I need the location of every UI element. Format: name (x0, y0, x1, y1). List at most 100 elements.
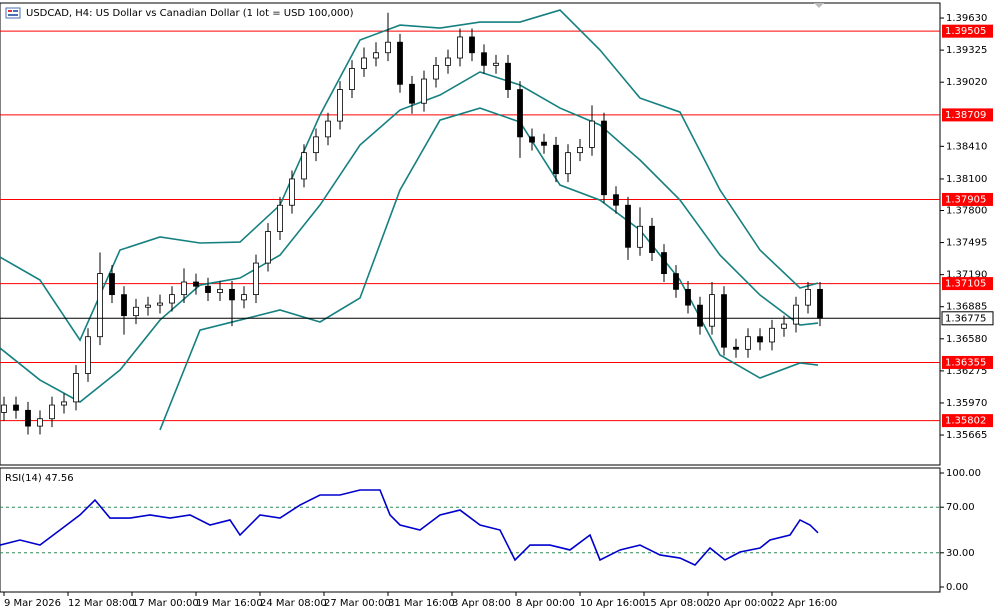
candle-body (313, 136, 319, 154)
candle-body (433, 64, 439, 80)
candle-body (817, 288, 823, 319)
x-tick-label: 17 Mar 00:00 (132, 598, 199, 609)
candle-body (109, 273, 115, 296)
candle-body (541, 141, 547, 146)
candle-body (205, 285, 211, 293)
candle-body (745, 336, 751, 350)
shift-marker (814, 3, 824, 8)
candle-body (565, 152, 571, 175)
candle-body (61, 401, 67, 406)
bollinger-band (0, 9, 819, 342)
y-tick-label: 1.38410 (946, 141, 987, 152)
candle-body (25, 409, 31, 427)
candle-body (181, 281, 187, 296)
candle-body (661, 252, 667, 274)
candle-body (445, 57, 451, 66)
x-tick-label: 22 Apr 16:00 (772, 598, 837, 609)
level-label: 1.37905 (945, 194, 986, 205)
level-label: 1.35802 (945, 416, 986, 427)
symbol-icon (5, 7, 21, 19)
candle-body (493, 62, 499, 66)
candle-body (13, 404, 19, 411)
candle-body (217, 288, 223, 293)
candle-body (589, 120, 595, 148)
y-tick-label: 100.00 (946, 468, 981, 479)
candle-body (193, 281, 199, 287)
y-tick-label: 1.39630 (946, 13, 987, 24)
candle-body (505, 62, 511, 90)
candle-body (85, 336, 91, 374)
y-tick-label: 0.00 (946, 582, 968, 593)
candle-body (481, 52, 487, 66)
x-tick-label: 9 Mar 2026 (4, 598, 61, 609)
candle-body (121, 294, 127, 317)
main-panel (0, 2, 941, 466)
candle-body (685, 288, 691, 306)
y-tick-label: 1.39020 (946, 77, 987, 88)
y-tick-label: 1.39325 (946, 45, 987, 56)
candle-body (757, 336, 763, 343)
candle-body (289, 178, 295, 206)
candle-body (517, 89, 523, 138)
level-label: 1.38709 (945, 110, 986, 121)
x-tick-label: 3 Apr 08:00 (452, 598, 511, 609)
x-tick-label: 19 Mar 16:00 (196, 598, 263, 609)
candle-body (673, 273, 679, 290)
candle-body (601, 120, 607, 196)
candle-body (697, 304, 703, 327)
rsi-line (0, 489, 819, 566)
candle-body (241, 294, 247, 301)
candle-body (457, 36, 463, 59)
candle-body (361, 57, 367, 69)
axes: 1.39630 1.39325 1.39020 1.38410 1.38100 1.378… (3, 13, 994, 609)
candle-body (553, 144, 559, 175)
candle-body (577, 146, 583, 154)
candle-body (733, 346, 739, 350)
candle-body (73, 373, 79, 403)
candle-body (709, 294, 715, 327)
x-tick-label: 10 Apr 16:00 (580, 598, 645, 609)
x-tick-label: 31 Mar 16:00 (388, 598, 455, 609)
level-label-box (942, 277, 993, 291)
candle-body (649, 225, 655, 253)
rsi-title: RSI(14) 47.56 (5, 473, 74, 484)
level-label-box (942, 192, 993, 206)
candle-body (253, 262, 259, 296)
candle-body (265, 231, 271, 264)
current-price-label: 1.36775 (945, 313, 986, 324)
x-tick-label: 27 Mar 00:00 (324, 598, 391, 609)
x-tick-label: 24 Mar 08:00 (260, 598, 327, 609)
level-label-box (942, 355, 993, 369)
candle-body (301, 152, 307, 180)
candle-body (229, 288, 235, 301)
level-label: 1.37105 (945, 279, 986, 290)
candle-body (157, 302, 163, 306)
candle-body (385, 41, 391, 54)
level-label: 1.36355 (945, 357, 986, 368)
y-tick-label: 1.38100 (946, 174, 987, 185)
candle-body (805, 288, 811, 306)
candle-body (769, 327, 775, 343)
rsi-plot (0, 489, 940, 566)
level-label-box (942, 414, 993, 428)
candle-body (133, 306, 139, 317)
candle-body (397, 41, 403, 85)
x-tick-label: 8 Apr 00:00 (516, 598, 575, 609)
candle-body (1, 404, 7, 413)
y-tick-label: 30.00 (946, 548, 975, 559)
candle-body (277, 204, 283, 232)
bollinger-band (159, 107, 819, 431)
candle-body (97, 273, 103, 338)
candle-body (145, 304, 151, 308)
y-tick-label: 1.36275 (946, 366, 987, 377)
y-tick-label: 1.35970 (946, 398, 987, 409)
candle-body (37, 418, 43, 427)
y-tick-label: 1.36580 (946, 334, 987, 345)
candle-body (337, 89, 343, 122)
y-tick-label: 1.37190 (946, 270, 987, 281)
candle-body (637, 225, 643, 248)
candle-body (781, 323, 787, 329)
main-plot (0, 9, 940, 435)
